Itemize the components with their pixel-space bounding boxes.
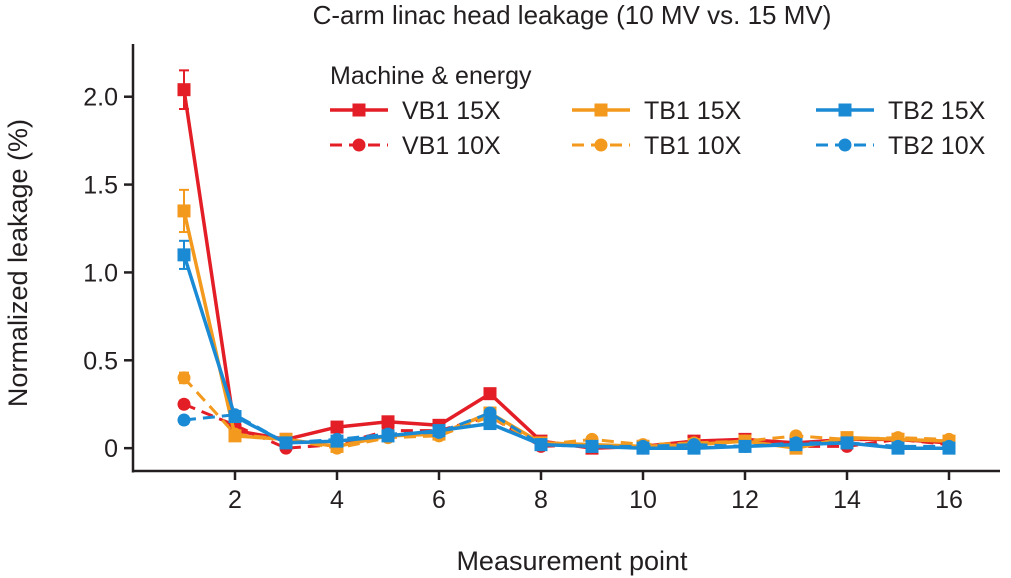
legend-item-vb1-10x: VB1 10X	[330, 132, 501, 160]
legend-label: TB2 10X	[888, 132, 986, 160]
legend-swatch-marker	[838, 103, 852, 117]
series-line-vb1-15x	[182, 89, 950, 450]
y-tick-label: 0.5	[83, 347, 118, 375]
y-axis-label: Normalized leakage (%)	[3, 119, 33, 407]
data-point	[891, 439, 905, 453]
series-line-tb2-15x	[182, 254, 949, 450]
x-axis-label: Measurement point	[456, 546, 688, 576]
data-point	[330, 420, 344, 434]
x-tick-label: 16	[935, 486, 963, 514]
data-point	[177, 83, 191, 97]
legend-item-tb1-10x: TB1 10X	[572, 132, 742, 160]
data-point	[432, 425, 446, 439]
data-point	[738, 439, 752, 453]
data-point	[687, 438, 701, 452]
y-tick-label: 1.5	[83, 172, 118, 200]
series-line-tb1-10x	[182, 376, 950, 450]
data-point	[534, 438, 548, 452]
legend-item-vb1-15x: VB1 15X	[330, 97, 501, 125]
series-vb1-15x	[177, 69, 956, 455]
data-point	[177, 204, 191, 218]
legend-label: TB1 10X	[644, 132, 742, 160]
legend-swatch-marker	[352, 103, 366, 117]
data-point	[177, 248, 191, 262]
legend-label: VB1 10X	[402, 132, 501, 160]
data-point	[585, 439, 599, 453]
legend-swatch-marker	[594, 103, 608, 117]
data-point	[279, 436, 293, 450]
legend-swatch-marker	[594, 138, 608, 152]
series-tb2-15x	[177, 239, 956, 455]
legend: Machine & energy VB1 15X VB1 10X TB1 15X TB1…	[330, 62, 986, 160]
legend-item-tb1-15x: TB1 15X	[572, 97, 742, 125]
x-tick-label: 4	[330, 486, 344, 514]
data-point	[483, 406, 497, 420]
y-tick-label: 0	[104, 435, 118, 463]
x-tick-label: 6	[432, 486, 446, 514]
x-tick-label: 2	[228, 486, 242, 514]
legend-label: TB1 15X	[644, 97, 742, 125]
legend-item-tb2-10x: TB2 10X	[816, 132, 986, 160]
legend-label: TB2 15X	[888, 97, 986, 125]
chart-title: C-arm linac head leakage (10 MV vs. 15 M…	[313, 0, 832, 30]
legend-label: VB1 15X	[402, 97, 501, 125]
x-tick-label: 8	[534, 486, 548, 514]
data-point	[789, 436, 803, 450]
data-point	[177, 413, 191, 427]
data-point	[636, 439, 650, 453]
legend-swatch-marker	[352, 138, 366, 152]
y-tick-label: 2.0	[83, 84, 118, 112]
axes: 2 4 6 8 10 12 14 16 0 0.5 1.0 1.5 2.0	[83, 44, 1000, 514]
series-line-tb1-15x	[182, 210, 950, 450]
data-point	[177, 371, 191, 385]
data-point	[228, 427, 242, 441]
data-point	[840, 436, 854, 450]
legend-title: Machine & energy	[330, 62, 532, 90]
legend-swatch-marker	[838, 138, 852, 152]
data-point	[483, 387, 497, 401]
data-point	[177, 397, 191, 411]
legend-item-tb2-15x: TB2 15X	[816, 97, 986, 125]
series-line-tb2-10x	[183, 411, 949, 448]
data-point	[381, 427, 395, 441]
data-point	[942, 439, 956, 453]
data-point	[330, 432, 344, 446]
data-point	[483, 417, 497, 431]
data-point	[228, 408, 242, 422]
series-tb1-15x	[177, 188, 956, 455]
x-tick-label: 12	[731, 486, 759, 514]
series-tb2-10x	[177, 406, 956, 453]
series-layer	[177, 69, 956, 455]
x-tick-label: 10	[629, 486, 657, 514]
y-tick-label: 1.0	[83, 259, 118, 287]
x-tick-label: 14	[833, 486, 861, 514]
